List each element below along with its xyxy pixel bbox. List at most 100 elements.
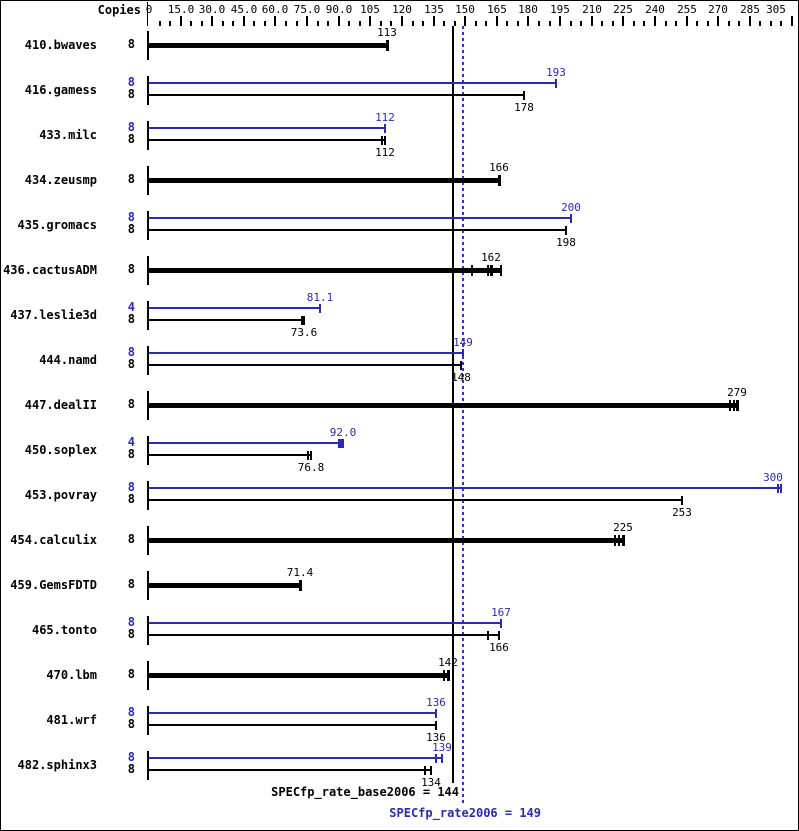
- group-axis-spine: [147, 211, 149, 240]
- peak-value-label: 112: [375, 111, 395, 124]
- group-axis-spine: [147, 256, 149, 285]
- axis-major-tick: [464, 16, 466, 26]
- basepeak-value-label: 162: [481, 251, 501, 264]
- axis-zero-spine: [147, 2, 148, 26]
- copies-count: 8: [127, 577, 135, 591]
- axis-tick-label: 120: [392, 3, 412, 16]
- axis-tick-label: 270: [708, 3, 728, 16]
- axis-minor-tick: [222, 21, 224, 26]
- benchmark-name: 470.lbm: [46, 668, 97, 682]
- run-tick: [777, 484, 779, 493]
- axis-minor-tick: [728, 21, 730, 26]
- run-tick: [729, 400, 731, 411]
- copies-count: 8: [127, 762, 135, 776]
- axis-tick-label: 150: [455, 3, 475, 16]
- bar-end-cap: [384, 124, 386, 133]
- peak-mean-line: [462, 26, 464, 805]
- axis-minor-tick: [253, 21, 255, 26]
- copies-count: 8: [127, 397, 135, 411]
- base-value-label: 76.8: [297, 461, 325, 474]
- axis-tick-label: 105: [360, 3, 380, 16]
- axis-tick-label: 195: [550, 3, 570, 16]
- bar-end-cap: [435, 709, 437, 718]
- axis-minor-tick: [601, 21, 603, 26]
- basepeak-bar: [149, 178, 499, 183]
- axis-minor-tick: [738, 21, 740, 26]
- run-tick: [471, 265, 473, 276]
- copies-count: 8: [127, 480, 135, 494]
- axis-tick-label: 0: [145, 3, 153, 16]
- axis-minor-tick: [475, 21, 477, 26]
- axis-minor-tick: [665, 21, 667, 26]
- run-tick: [381, 136, 383, 145]
- peak-value-label: 149: [453, 336, 473, 349]
- basepeak-bar: [149, 583, 300, 588]
- run-tick: [614, 535, 616, 546]
- axis-major-tick: [338, 16, 340, 26]
- axis-tick-label: 180: [518, 3, 538, 16]
- axis-minor-tick: [759, 21, 761, 26]
- copies-count: 4: [127, 300, 135, 314]
- axis-tick-label: 225: [613, 3, 633, 16]
- basepeak-value-label: 113: [377, 26, 397, 39]
- benchmark-name: 453.povray: [24, 488, 97, 502]
- axis-minor-tick: [359, 21, 361, 26]
- copies-count: 8: [127, 75, 135, 89]
- group-axis-spine: [147, 346, 149, 375]
- copies-count: 8: [127, 615, 135, 629]
- group-axis-spine: [147, 391, 149, 420]
- bar-end-cap: [622, 535, 625, 546]
- group-axis-spine: [147, 526, 149, 555]
- axis-minor-tick: [190, 21, 192, 26]
- bar-end-cap: [447, 670, 450, 681]
- benchmark-name: 410.bwaves: [24, 38, 97, 52]
- copies-count: 8: [127, 667, 135, 681]
- group-axis-spine: [147, 571, 149, 600]
- bar-end-cap: [523, 91, 525, 100]
- benchmark-name: 450.soplex: [24, 443, 97, 457]
- run-tick: [487, 631, 489, 640]
- bar-end-cap: [299, 580, 302, 591]
- axis-minor-tick: [159, 21, 161, 26]
- axis-major-tick: [717, 16, 719, 26]
- axis-minor-tick: [327, 21, 329, 26]
- base-bar: [149, 724, 436, 726]
- axis-major-tick: [686, 16, 688, 26]
- axis-major-tick: [243, 16, 245, 26]
- base-value-label: 134: [421, 776, 441, 789]
- copies-count: 8: [127, 532, 135, 546]
- base-mean-caption: SPECfp_rate_base2006 = 144: [271, 785, 459, 799]
- run-tick: [500, 265, 502, 276]
- bar-end-cap: [303, 316, 305, 325]
- axis-minor-tick: [296, 21, 298, 26]
- run-tick: [487, 265, 489, 276]
- axis-major-tick: [369, 16, 371, 26]
- peak-bar: [149, 487, 781, 489]
- peak-value-label: 81.1: [306, 291, 334, 304]
- copies-count: 8: [127, 120, 135, 134]
- copies-count: 8: [127, 717, 135, 731]
- axis-minor-tick: [201, 21, 203, 26]
- bar-end-cap: [555, 79, 557, 88]
- bar-end-cap: [498, 631, 500, 640]
- peak-bar: [149, 442, 343, 444]
- run-tick: [338, 439, 340, 448]
- copies-count: 8: [127, 345, 135, 359]
- benchmark-name: 459.GemsFDTD: [10, 578, 97, 592]
- base-value-label: 178: [514, 101, 534, 114]
- base-value-label: 73.6: [290, 326, 318, 339]
- axis-minor-tick: [580, 21, 582, 26]
- axis-minor-tick: [443, 21, 445, 26]
- axis-major-tick: [180, 16, 182, 26]
- basepeak-bar: [149, 538, 623, 543]
- axis-minor-tick: [643, 21, 645, 26]
- basepeak-bar: [149, 268, 501, 273]
- copies-count: 8: [127, 210, 135, 224]
- benchmark-name: 434.zeusmp: [24, 173, 97, 187]
- copies-count: 8: [127, 262, 135, 276]
- axis-minor-tick: [696, 21, 698, 26]
- group-axis-spine: [147, 706, 149, 735]
- bar-end-cap: [681, 496, 683, 505]
- peak-bar: [149, 622, 501, 624]
- axis-minor-tick: [264, 21, 266, 26]
